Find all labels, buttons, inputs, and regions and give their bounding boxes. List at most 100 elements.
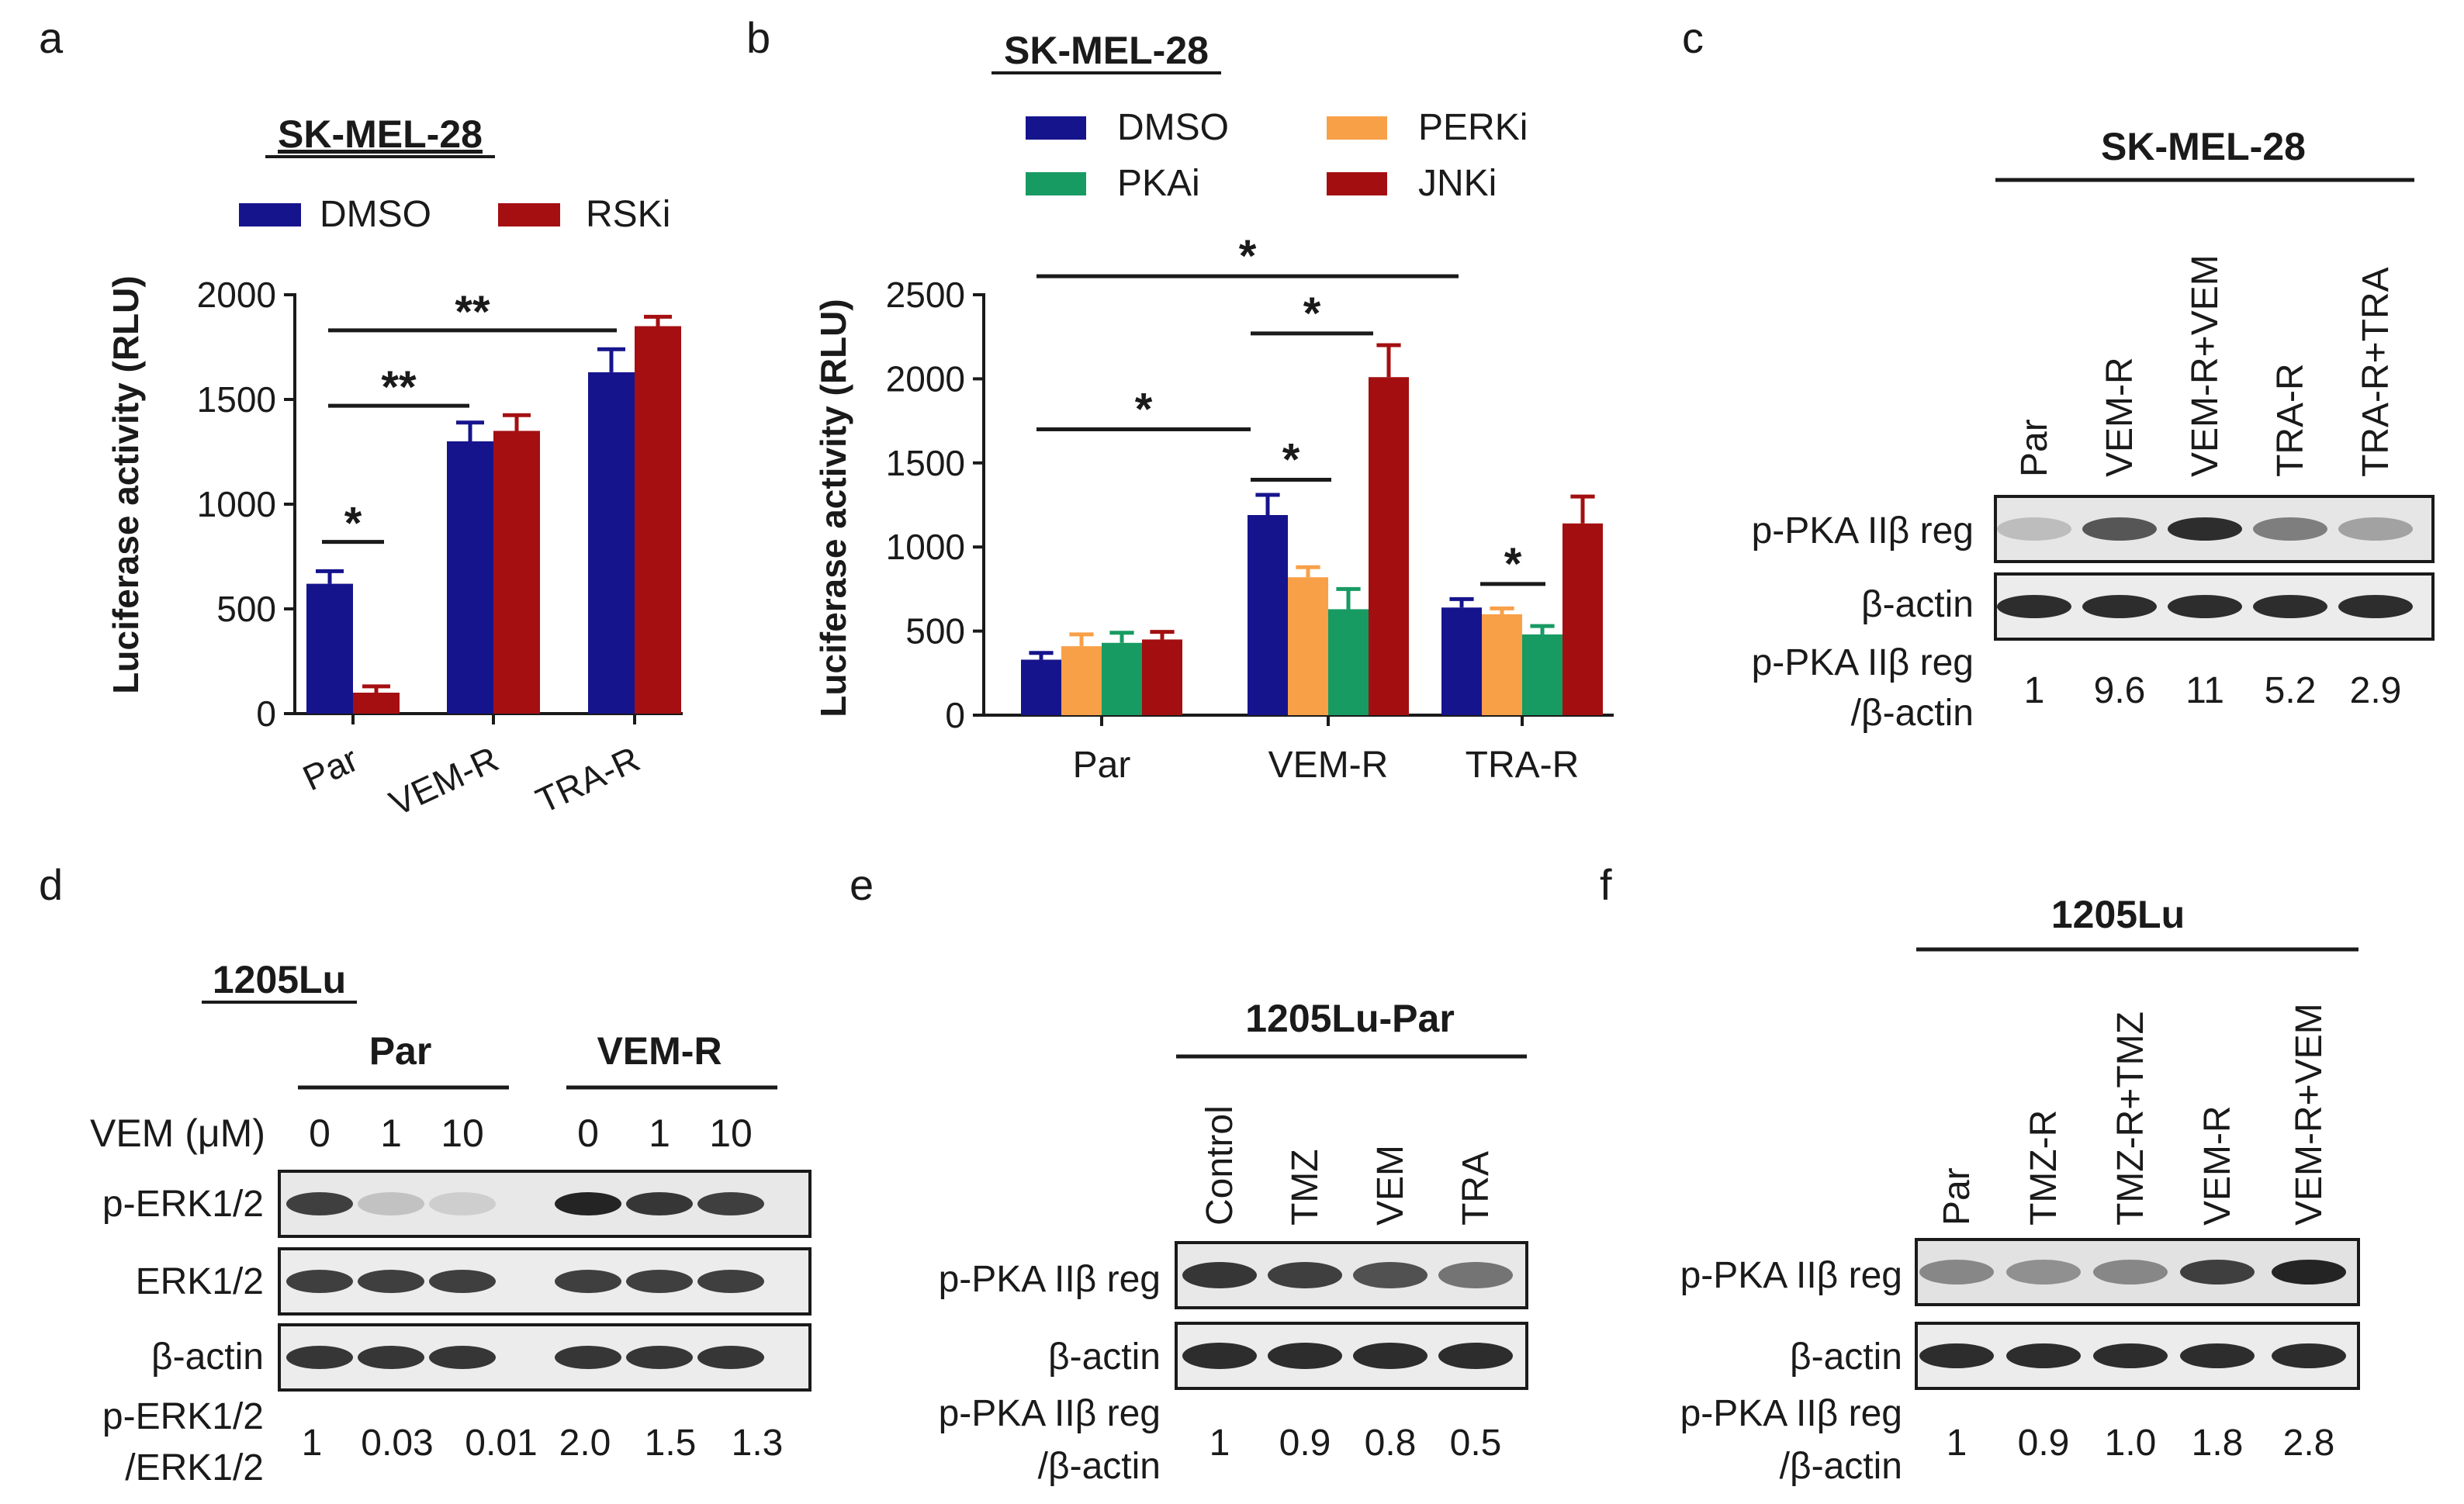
value-label: 10 (709, 1112, 753, 1155)
value-label: 1 (2024, 670, 2045, 711)
legend-swatch-perki (1327, 116, 1387, 140)
significance-marker: * (1504, 539, 1522, 589)
actin-band (697, 1346, 764, 1369)
bar-dmso-par (306, 583, 353, 714)
panel-title: 1205Lu (213, 958, 346, 1001)
panel-title: SK-MEL-28 (278, 112, 483, 156)
legend-label-dmso: DMSO (1117, 107, 1229, 148)
bands (1182, 1262, 1513, 1369)
bar-jnki-tra-r (1562, 523, 1603, 715)
bar-dmso-vem-r (447, 441, 493, 714)
legend: DMSO PERKi PKAi JNKi (1026, 107, 1528, 204)
p-pka-band (1182, 1262, 1257, 1288)
p-pka-band (2338, 517, 2413, 541)
x-tick-label: Par (296, 738, 364, 798)
value-label: 1 (380, 1112, 402, 1155)
p-pka-band (2168, 517, 2242, 541)
lane-labels: Control TMZ VEM TRA (1199, 1105, 1497, 1226)
y-tick-label: 2000 (886, 358, 965, 399)
p-pka-band (1997, 517, 2071, 541)
y-tick-label: 1500 (886, 443, 965, 483)
lane-label: VEM (1370, 1145, 1411, 1226)
p-pka-band (2272, 1260, 2346, 1284)
ratio-values: 1 0.9 0.8 0.5 (1210, 1423, 1502, 1464)
y-tick-label: 2000 (197, 275, 276, 315)
bands (1997, 517, 2413, 618)
row-label: β-actin (1048, 1336, 1161, 1378)
panel-letter: e (850, 860, 874, 909)
bands (286, 1192, 764, 1369)
group-label-vem-r: VEM-R (597, 1029, 722, 1073)
lane-label: VEM-R+VEM (2289, 1003, 2330, 1226)
p-erk-band (358, 1192, 424, 1215)
p-pka-band (2180, 1260, 2255, 1284)
significance-marker: * (1135, 384, 1153, 434)
legend: DMSO RSKi (239, 194, 670, 235)
bar-pkai-vem-r (1328, 609, 1369, 715)
lane-label: Control (1199, 1105, 1241, 1226)
actin-band (555, 1346, 621, 1369)
actin-band (2272, 1343, 2346, 1368)
ratio-label: /β-actin (1851, 693, 1974, 734)
bar-rski-tra-r (635, 326, 681, 714)
ratio-label: /β-actin (1780, 1446, 1902, 1487)
actin-band (2082, 595, 2157, 618)
value-label: 9.6 (2094, 670, 2146, 711)
value-label: 0.8 (1365, 1423, 1417, 1464)
y-tick-label: 500 (905, 611, 965, 652)
value-label: 0.01 (465, 1423, 537, 1464)
value-label: 1 (1947, 1423, 1967, 1464)
actin-band (1268, 1343, 1342, 1369)
significance-marker: ** (381, 362, 417, 413)
y-tick-label: 0 (945, 695, 965, 735)
value-label: 0 (309, 1112, 330, 1155)
panel-f: f 1205Lu Par TMZ-R TMZ-R+TMZ VEM-R VEM-R+VEM… (1600, 860, 2360, 1487)
value-label: 1.0 (2105, 1423, 2157, 1464)
bar-rski-par (353, 693, 400, 714)
row-label: β-actin (151, 1336, 264, 1378)
p-pka-band (2082, 517, 2157, 541)
actin-band (286, 1346, 353, 1369)
legend-swatch-rski (498, 203, 560, 226)
ratio-values: 1 0.9 1.0 1.8 2.8 (1947, 1423, 2335, 1464)
ratio-label: /ERK1/2 (125, 1447, 264, 1488)
p-pka-band (1268, 1262, 1342, 1288)
lane-label: TMZ (1285, 1149, 1326, 1226)
ratio-label: p-PKA IIβ reg (1752, 642, 1974, 683)
ratio-label: /β-actin (1038, 1446, 1161, 1487)
legend-swatch-dmso (1026, 116, 1086, 140)
actin-band (2093, 1343, 2168, 1368)
value-label: 11 (2185, 670, 2224, 711)
legend-label-rski: RSKi (586, 194, 670, 235)
panel-letter: c (1682, 13, 1704, 62)
row-label: ERK1/2 (136, 1261, 264, 1302)
legend-label-dmso: DMSO (320, 194, 431, 235)
value-label: 0.9 (2018, 1423, 2070, 1464)
y-axis-label: Luciferase activity (RLU) (813, 299, 853, 717)
row-label: p-PKA IIβ reg (1680, 1255, 1902, 1296)
panel-b: b SK-MEL-28 DMSO PERKi PKAi JNKi Lucifer… (746, 13, 1614, 786)
lane-label: VEM-R+VEM (2185, 254, 2226, 477)
panel-letter: b (746, 13, 770, 62)
lane-label: TMZ-R+TMZ (2110, 1011, 2151, 1226)
y-tick-label: 2500 (886, 275, 965, 315)
lane-labels: Par VEM-R VEM-R+VEM TRA-R TRA-R+TRA (2014, 254, 2397, 477)
value-label: 0 (577, 1112, 599, 1155)
x-tick-label: Par (1073, 745, 1131, 786)
value-label: 0.03 (361, 1423, 433, 1464)
legend-label-jnki: JNKi (1418, 163, 1497, 204)
x-tick-label: VEM-R (383, 738, 504, 824)
value-label: 0.5 (1450, 1423, 1502, 1464)
value-label: 1.3 (732, 1423, 784, 1464)
x-tick-label: TRA-R (530, 738, 645, 821)
ratio-values: 1 9.6 11 5.2 2.9 (2024, 670, 2402, 711)
significance-marker: * (1282, 434, 1300, 485)
y-tick-label: 1500 (197, 379, 276, 420)
p-erk-band (555, 1192, 621, 1215)
lane-label: Par (2014, 419, 2055, 477)
panel-e: e 1205Lu-Par Control TMZ VEM TRA p-PKA IIβ … (850, 860, 1528, 1487)
x-tick-label: TRA-R (1466, 745, 1580, 786)
value-label: 2.0 (559, 1423, 611, 1464)
value-label: 2.8 (2283, 1423, 2335, 1464)
erk-band (358, 1270, 424, 1293)
